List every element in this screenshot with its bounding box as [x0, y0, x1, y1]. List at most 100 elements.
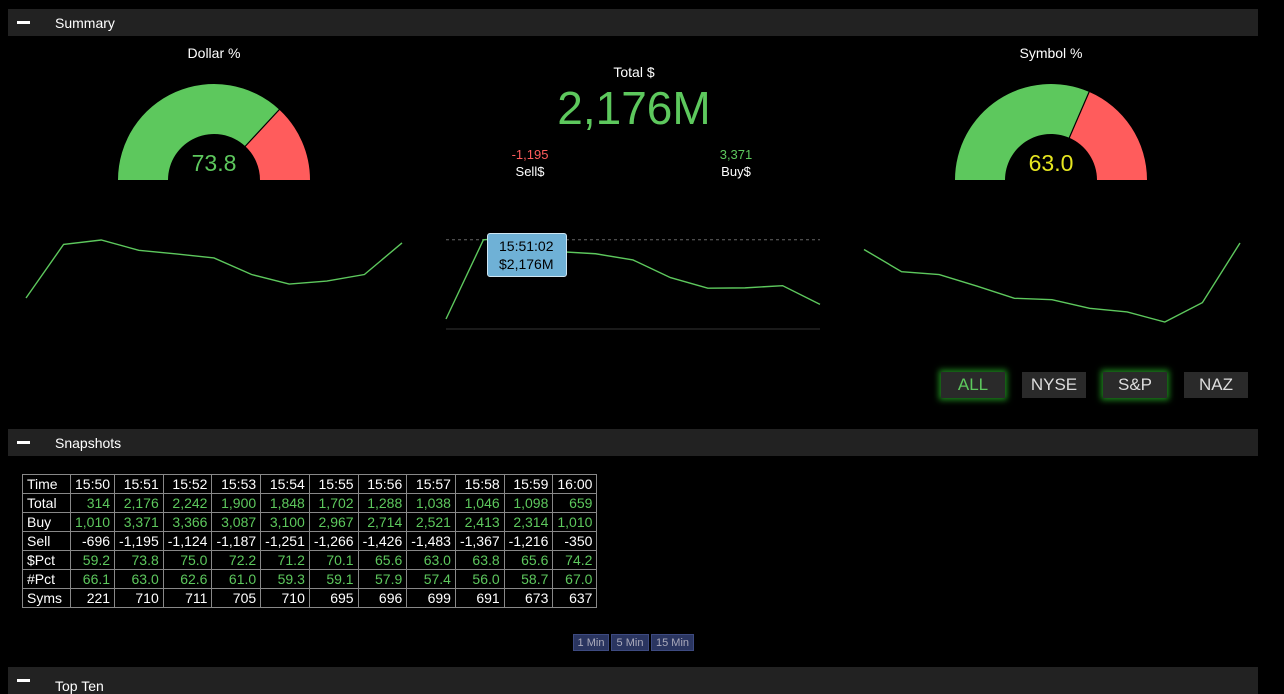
table-cell: -1,216 — [503, 531, 554, 551]
table-cell: 1,046 — [454, 493, 505, 513]
tooltip-value: $2,176M — [499, 256, 554, 272]
collapse-icon[interactable] — [17, 441, 30, 444]
collapse-icon[interactable] — [17, 679, 30, 682]
table-cell: 673 — [503, 588, 554, 608]
snapshots-table: Time 15:50 15:51 15:52 15:53 15:54 15:55 15:56 1… — [22, 474, 598, 608]
table-cell: 2,314 — [503, 512, 554, 532]
table-cell: 2,413 — [454, 512, 505, 532]
buy-value: 3,371 — [719, 147, 753, 162]
table-header-cell: 15:58 — [454, 474, 505, 494]
table-cell: 1,900 — [211, 493, 262, 513]
gauge-arc-positive — [118, 84, 280, 180]
filter-sp-button[interactable]: S&P — [1103, 372, 1167, 398]
interval-5min-button[interactable]: 5 Min — [611, 634, 649, 651]
table-cell: 691 — [454, 588, 505, 608]
table-cell: -1,195 — [114, 531, 164, 551]
table-cell: 711 — [162, 588, 213, 608]
row-label: #Pct — [22, 569, 71, 589]
symbol-gauge-value: 63.0 — [1028, 150, 1074, 176]
table-cell: 221 — [69, 588, 116, 608]
table-row: #Pct 66.1 63.0 62.6 61.0 59.3 59.1 57.9 57.4 56.0… — [22, 569, 598, 589]
table-header-cell: 15:56 — [357, 474, 408, 494]
table-cell: 2,967 — [308, 512, 359, 532]
sparkline-tooltip: 15:51:02 $2,176M — [487, 233, 567, 277]
table-cell: 710 — [114, 588, 164, 608]
table-cell: 1,702 — [308, 493, 359, 513]
interval-1min-button[interactable]: 1 Min — [573, 634, 609, 651]
gauge-arc-positive — [955, 84, 1090, 180]
row-label: $Pct — [22, 550, 71, 570]
symbol-gauge — [955, 84, 1147, 180]
table-cell: 699 — [406, 588, 456, 608]
tooltip-time: 15:51:02 — [499, 238, 554, 254]
table-cell: -1,367 — [454, 531, 505, 551]
table-cell: 2,176 — [114, 493, 164, 513]
table-cell: 70.1 — [308, 550, 359, 570]
table-header-cell: 16:00 — [552, 474, 598, 494]
table-cell: 61.0 — [211, 569, 262, 589]
table-cell: 59.1 — [308, 569, 359, 589]
sell-value: -1,195 — [511, 147, 549, 162]
table-cell: 72.2 — [211, 550, 262, 570]
collapse-icon[interactable] — [17, 21, 30, 24]
table-cell: 3,100 — [260, 512, 310, 532]
total-value: 2,176M — [557, 82, 711, 134]
table-cell: 65.6 — [357, 550, 408, 570]
table-cell: 58.7 — [503, 569, 554, 589]
table-cell: 1,098 — [503, 493, 554, 513]
table-cell: 59.3 — [260, 569, 310, 589]
table-cell: -1,124 — [162, 531, 213, 551]
table-cell: 1,010 — [552, 512, 598, 532]
table-cell: 66.1 — [69, 569, 116, 589]
table-cell: -1,426 — [357, 531, 408, 551]
table-cell: 63.8 — [454, 550, 505, 570]
table-cell: 1,010 — [69, 512, 116, 532]
table-cell: 3,366 — [162, 512, 213, 532]
table-cell: 637 — [552, 588, 598, 608]
symbol-pct-sparkline — [863, 242, 1241, 323]
top-ten-title: Top Ten — [55, 677, 104, 694]
snapshots-header[interactable]: Snapshots — [8, 429, 1258, 456]
table-cell: 695 — [308, 588, 359, 608]
table-cell: 710 — [260, 588, 310, 608]
table-cell: 59.2 — [69, 550, 116, 570]
row-label: Syms — [22, 588, 71, 608]
buy-label: Buy$ — [721, 164, 751, 179]
table-cell: 57.9 — [357, 569, 408, 589]
table-header-cell: 15:51 — [114, 474, 164, 494]
table-cell: 3,087 — [211, 512, 262, 532]
table-header-cell: 15:50 — [69, 474, 116, 494]
interval-15min-button[interactable]: 15 Min — [651, 634, 694, 651]
summary-header[interactable]: Summary — [8, 9, 1258, 36]
sparkline-series — [863, 242, 1241, 323]
table-header-cell: 15:59 — [503, 474, 554, 494]
table-header-cell: 15:53 — [211, 474, 262, 494]
row-label: Buy — [22, 512, 71, 532]
top-ten-header[interactable]: Top Ten — [8, 667, 1258, 694]
table-cell: 74.2 — [552, 550, 598, 570]
table-cell: -350 — [552, 531, 598, 551]
table-cell: 1,288 — [357, 493, 408, 513]
table-row: Sell -696 -1,195 -1,124 -1,187 -1,251 -1,266 -1… — [22, 531, 598, 551]
table-cell: -696 — [69, 531, 116, 551]
table-header-label: Time — [22, 474, 71, 494]
row-label: Sell — [22, 531, 71, 551]
snapshots-title: Snapshots — [55, 434, 122, 451]
filter-nyse-button[interactable]: NYSE — [1022, 372, 1086, 398]
table-cell: 2,714 — [357, 512, 408, 532]
table-cell: 659 — [552, 493, 598, 513]
table-row: $Pct 59.2 73.8 75.0 72.2 71.2 70.1 65.6 63.0 63.8… — [22, 550, 598, 570]
table-header-cell: 15:57 — [406, 474, 456, 494]
summary-title: Summary — [55, 14, 115, 31]
filter-naz-button[interactable]: NAZ — [1184, 372, 1248, 398]
table-cell: -1,266 — [308, 531, 359, 551]
sparkline-series — [25, 239, 403, 299]
table-cell: -1,251 — [260, 531, 310, 551]
table-cell: 63.0 — [406, 550, 456, 570]
table-cell: 2,521 — [406, 512, 456, 532]
table-cell: 314 — [69, 493, 116, 513]
filter-all-button[interactable]: ALL — [941, 372, 1005, 398]
dollar-gauge — [118, 84, 310, 180]
table-cell: 2,242 — [162, 493, 213, 513]
table-cell: 75.0 — [162, 550, 213, 570]
